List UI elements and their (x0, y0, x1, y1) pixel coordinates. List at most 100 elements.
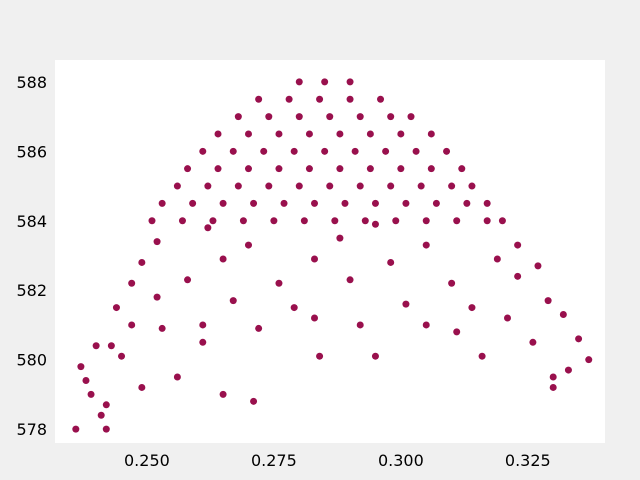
scatter-point (377, 95, 385, 103)
scatter-point (448, 279, 456, 287)
scatter-point (463, 199, 471, 207)
scatter-point (275, 165, 283, 173)
scatter-point (407, 113, 415, 121)
scatter-point (468, 304, 476, 312)
scatter-point (92, 342, 100, 350)
scatter-point (326, 182, 334, 190)
scatter-point (346, 276, 354, 284)
scatter-point (549, 373, 557, 381)
scatter-point (295, 113, 303, 121)
scatter-point (417, 182, 425, 190)
scatter-point (311, 199, 319, 207)
scatter-point (544, 297, 552, 305)
scatter-point (585, 356, 593, 364)
plot-area (55, 60, 605, 443)
scatter-point (387, 258, 395, 266)
scatter-point (458, 165, 466, 173)
scatter-point (184, 165, 192, 173)
scatter-point (255, 324, 263, 332)
scatter-point (331, 217, 339, 225)
scatter-point (153, 293, 161, 301)
y-tick-label: 588 (16, 73, 47, 92)
scatter-point (280, 199, 288, 207)
scatter-point (275, 279, 283, 287)
scatter-point (311, 255, 319, 263)
scatter-point (153, 238, 161, 246)
scatter-point (422, 321, 430, 329)
scatter-point (214, 165, 222, 173)
scatter-point (107, 342, 115, 350)
scatter-point (387, 113, 395, 121)
scatter-point (244, 130, 252, 138)
scatter-point (382, 147, 390, 155)
y-tick-label: 584 (16, 212, 47, 231)
scatter-point (255, 95, 263, 103)
scatter-point (305, 130, 313, 138)
scatter-point (173, 182, 181, 190)
scatter-point (356, 321, 364, 329)
y-tick-label: 580 (16, 351, 47, 370)
scatter-point (250, 397, 258, 405)
scatter-point (453, 217, 461, 225)
scatter-point (371, 220, 379, 228)
scatter-point (77, 363, 85, 371)
scatter-point (514, 241, 522, 249)
scatter-point (468, 182, 476, 190)
scatter-point (397, 130, 405, 138)
scatter-point (214, 130, 222, 138)
scatter-point (72, 425, 80, 433)
scatter-point (138, 258, 146, 266)
scatter-point (387, 182, 395, 190)
scatter-point (503, 314, 511, 322)
scatter-point (316, 352, 324, 360)
scatter-point (483, 217, 491, 225)
scatter-point (290, 147, 298, 155)
scatter-point (204, 224, 212, 232)
scatter-point (97, 411, 105, 419)
scatter-point (173, 373, 181, 381)
scatter-point (305, 165, 313, 173)
scatter-point (483, 199, 491, 207)
scatter-point (366, 130, 374, 138)
scatter-point (112, 304, 120, 312)
scatter-point (422, 241, 430, 249)
scatter-point (199, 338, 207, 346)
scatter-point (102, 425, 110, 433)
scatter-point (412, 147, 420, 155)
scatter-point (158, 199, 166, 207)
scatter-point (493, 255, 501, 263)
scatter-point (351, 147, 359, 155)
scatter-point (356, 182, 364, 190)
scatter-point (336, 234, 344, 242)
scatter-point (250, 199, 258, 207)
scatter-point (158, 324, 166, 332)
scatter-point (549, 383, 557, 391)
scatter-point (564, 366, 572, 374)
scatter-point (244, 241, 252, 249)
scatter-point (87, 390, 95, 398)
scatter-point (275, 130, 283, 138)
scatter-point (82, 376, 90, 384)
scatter-point (178, 217, 186, 225)
scatter-point (478, 352, 486, 360)
scatter-point (199, 147, 207, 155)
scatter-point (239, 217, 247, 225)
y-tick-label: 586 (16, 142, 47, 161)
x-tick-label: 0.325 (505, 451, 551, 470)
scatter-point (448, 182, 456, 190)
scatter-point (366, 165, 374, 173)
scatter-point (270, 217, 278, 225)
scatter-point (534, 262, 542, 270)
scatter-point (432, 199, 440, 207)
scatter-point (341, 199, 349, 207)
scatter-point (234, 113, 242, 121)
scatter-point (321, 147, 329, 155)
scatter-point (148, 217, 156, 225)
scatter-point (285, 95, 293, 103)
scatter-point (361, 217, 369, 225)
scatter-point (244, 165, 252, 173)
x-tick-label: 0.300 (378, 451, 424, 470)
scatter-point (559, 311, 567, 319)
scatter-point (219, 390, 227, 398)
